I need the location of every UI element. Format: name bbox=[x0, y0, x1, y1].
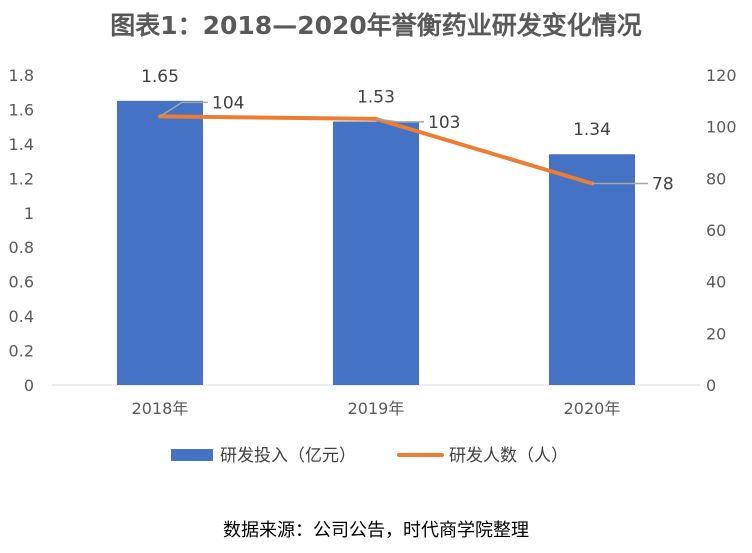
y-right-tick-label: 80 bbox=[706, 169, 726, 188]
source-note: 数据来源：公司公告，时代商学院整理 bbox=[223, 520, 529, 541]
legend-label-line: 研发人数（人） bbox=[449, 446, 568, 466]
line-data-label: 104 bbox=[212, 93, 244, 113]
line-data-label: 103 bbox=[428, 113, 460, 133]
y-left-tick-label: 0.8 bbox=[9, 238, 34, 257]
y-right-tick-label: 0 bbox=[706, 376, 716, 395]
y-left-tick-label: 1.2 bbox=[9, 169, 34, 188]
y-left-tick-label: 0.6 bbox=[9, 273, 34, 292]
bar-2018年 bbox=[117, 100, 203, 385]
y-right-tick-label: 40 bbox=[706, 273, 726, 292]
y-left-tick-label: 0 bbox=[24, 376, 34, 395]
y-left-tick-label: 1.4 bbox=[9, 135, 34, 154]
line-data-label: 78 bbox=[652, 175, 674, 195]
legend-swatch-bar bbox=[171, 449, 213, 461]
bar-data-label: 1.34 bbox=[573, 120, 611, 140]
legend-label-bar: 研发投入（亿元） bbox=[220, 446, 356, 466]
y-right-tick-label: 20 bbox=[706, 324, 726, 343]
y-right-tick-label: 120 bbox=[706, 66, 737, 85]
y-left-tick-label: 1.8 bbox=[9, 66, 34, 85]
label-leader-line bbox=[375, 118, 424, 123]
bar-data-label: 1.65 bbox=[141, 67, 179, 87]
x-tick-label: 2020年 bbox=[564, 399, 621, 418]
y-left-tick-label: 1.6 bbox=[9, 100, 34, 119]
y-left-tick-label: 1 bbox=[24, 204, 34, 223]
bar-data-label: 1.53 bbox=[357, 88, 395, 108]
x-tick-label: 2019年 bbox=[348, 399, 405, 418]
y-left-tick-label: 0.2 bbox=[9, 342, 34, 361]
bar-2020年 bbox=[549, 154, 635, 385]
y-right-tick-label: 60 bbox=[706, 221, 726, 240]
x-tick-label: 2018年 bbox=[132, 399, 189, 418]
label-leader-line bbox=[159, 101, 208, 117]
bar-2019年 bbox=[333, 121, 419, 385]
y-left-tick-label: 0.4 bbox=[9, 307, 34, 326]
y-right-tick-label: 100 bbox=[706, 118, 737, 137]
chart-title: 图表1：2018—2020年誉衡药业研发变化情况 bbox=[110, 11, 642, 40]
